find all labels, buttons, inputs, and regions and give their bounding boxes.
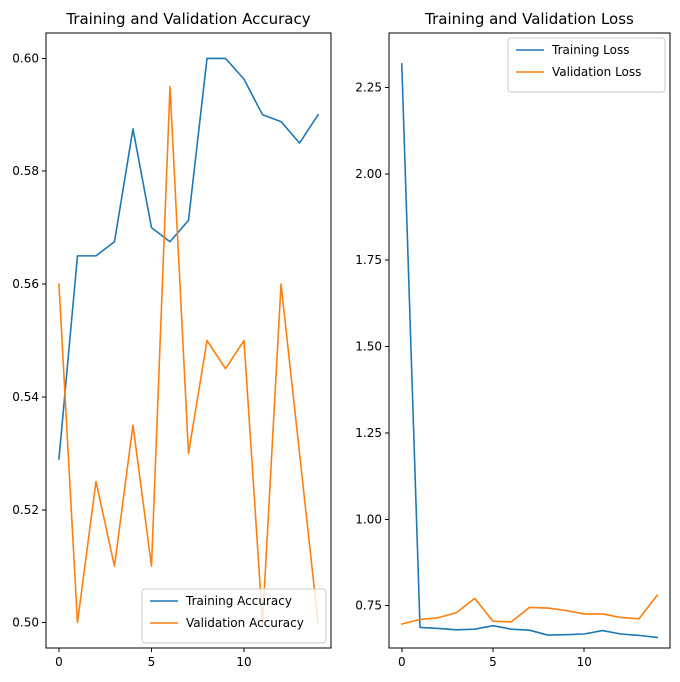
loss-y-tick-label: 1.50 [355, 340, 382, 354]
loss-y-tick-label: 2.00 [355, 167, 382, 181]
accuracy-legend: Training Accuracy Validation Accuracy [141, 588, 327, 644]
loss-y-tick-label: 1.25 [355, 426, 382, 440]
accuracy-y-tick-label: 0.50 [12, 616, 39, 630]
loss-legend-box [507, 37, 666, 93]
loss-legend-label: Validation Loss [552, 65, 641, 79]
loss-x-tick-label: 10 [577, 655, 592, 669]
accuracy-series-line-training [58, 57, 320, 460]
accuracy-legend-label: Training Accuracy [185, 594, 292, 608]
loss-x-tick-label: 5 [489, 655, 497, 669]
loss-series-line-training [400, 63, 659, 639]
accuracy-x-tick-label: 10 [236, 655, 251, 669]
accuracy-plot: Training and Validation Accuracy 0 5 10 0.50… [12, 10, 332, 669]
accuracy-y-tick-label: 0.60 [12, 51, 39, 65]
accuracy-y-tick-label: 0.58 [12, 164, 39, 178]
accuracy-x-tick-label: 0 [55, 655, 63, 669]
accuracy-y-tick-label: 0.56 [12, 277, 39, 291]
loss-legend-label: Training Loss [551, 43, 629, 57]
accuracy-y-tick-label: 0.54 [12, 390, 39, 404]
loss-chart-title: Training and Validation Loss [424, 10, 634, 28]
loss-y-tick-label: 1.75 [355, 253, 382, 267]
accuracy-y-tick-label: 0.52 [12, 503, 39, 517]
loss-axes-frame [388, 32, 671, 649]
accuracy-legend-box [141, 588, 327, 644]
accuracy-series-line-validation [58, 85, 319, 624]
loss-series-line-validation [400, 594, 659, 625]
accuracy-x-tick-label: 5 [148, 655, 156, 669]
accuracy-legend-label: Validation Accuracy [186, 616, 304, 630]
accuracy-axes-frame [45, 32, 332, 649]
loss-y-tick-label: 1.00 [355, 512, 382, 526]
loss-x-tick-label: 0 [398, 655, 406, 669]
loss-y-tick-label: 2.25 [355, 80, 382, 94]
loss-y-tick-label: 0.75 [355, 599, 382, 613]
loss-plot: Training and Validation Loss 0 5 10 0.75 1.00… [355, 10, 671, 669]
loss-legend: Training Loss Validation Loss [507, 37, 666, 93]
accuracy-chart-title: Training and Validation Accuracy [65, 10, 310, 28]
